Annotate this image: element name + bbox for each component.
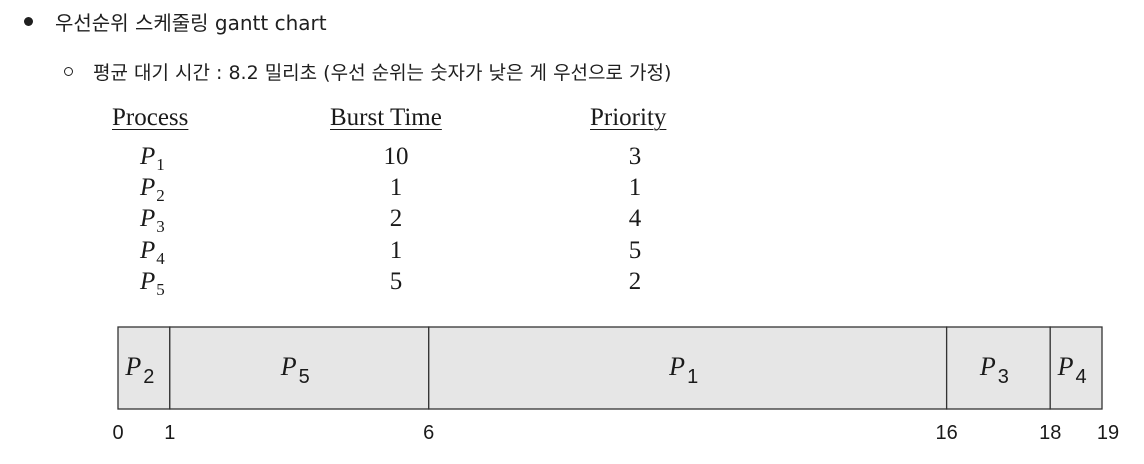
gantt-tick-label: 18 [1039,422,1061,444]
gantt-tick-label: 19 [1097,422,1119,444]
bullet-main-text: 우선순위 스케줄링 gantt chart [55,10,327,35]
gantt-segment-2 [169,326,430,410]
process-cell: P2 [140,174,165,205]
process-cell: P5 [140,268,165,299]
header-priority: Priority [590,104,667,131]
gantt-tick-label: 1 [164,422,175,444]
bullet-sub-text: 평균 대기 시간 : 8.2 밀리초 (우선 순위는 숫자가 낮은 게 우선으로… [93,61,672,84]
bullet-sub: 평균 대기 시간 : 8.2 밀리초 (우선 순위는 숫자가 낮은 게 우선으로… [64,54,671,88]
burst-cell: 5 [389,268,403,295]
gantt-tick-label: 0 [112,422,123,444]
bullet-main: 우선순위 스케줄링 gantt chart [22,4,327,38]
priority-cell: 1 [628,174,642,201]
gantt-segment-4 [945,326,1051,410]
process-cell: P4 [140,237,165,268]
process-cell: P1 [140,143,165,174]
burst-cell: 10 [383,143,409,170]
burst-cell: 1 [389,237,403,264]
header-process: Process [112,104,189,131]
burst-cell: 2 [389,205,403,232]
gantt-segment-5 [1049,326,1103,410]
gantt-segment-3 [428,326,948,410]
gantt-tick-label: 16 [936,422,958,444]
header-burst-time: Burst Time [330,104,442,131]
burst-cell: 1 [389,174,403,201]
process-table: Process Burst Time Priority P1 10 3 P2 1… [112,104,667,299]
bullet-ring-icon [64,66,73,76]
process-cell: P3 [140,205,165,236]
gantt-tick-label: 6 [423,422,434,444]
priority-cell: 2 [628,268,642,295]
bullet-dot-icon [24,16,33,26]
priority-cell: 4 [628,205,642,232]
priority-cell: 3 [628,143,642,170]
priority-cell: 5 [628,237,642,264]
